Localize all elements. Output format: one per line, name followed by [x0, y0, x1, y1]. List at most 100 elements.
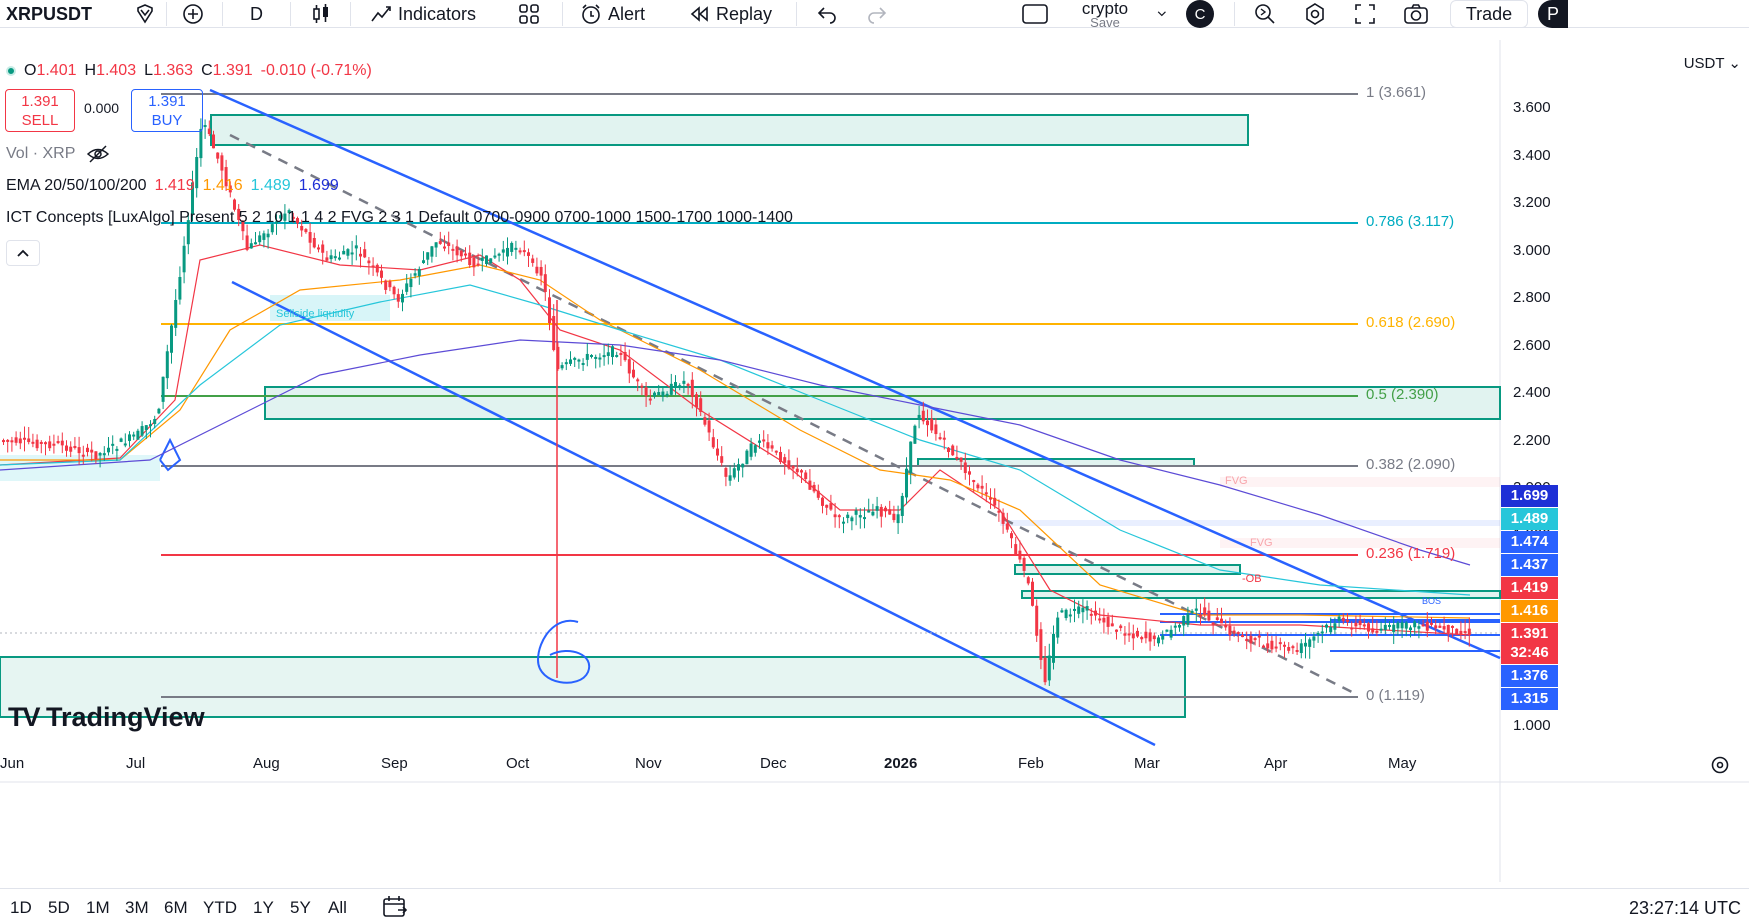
candle-body: [963, 462, 967, 474]
trade-button[interactable]: Trade: [1450, 0, 1528, 28]
collapse-legend-button[interactable]: [6, 240, 40, 266]
candle-body: [308, 232, 312, 243]
replay-button[interactable]: Replay: [688, 0, 772, 28]
candle-body: [1119, 625, 1123, 629]
auto-scale-gear-icon[interactable]: [1709, 754, 1731, 781]
candle-body: [279, 215, 283, 219]
candle-body: [522, 250, 526, 253]
candle-body: [1081, 607, 1085, 613]
candle-body: [1052, 633, 1055, 663]
quick-search-icon[interactable]: [1254, 0, 1276, 28]
layout-name-button[interactable]: crypto Save: [1068, 0, 1142, 29]
price-tick-label: 3.200: [1513, 194, 1551, 211]
candle-body: [1358, 620, 1362, 626]
candle-body: [1161, 635, 1165, 640]
indicators-button[interactable]: Indicators: [370, 0, 476, 28]
range-button-6m[interactable]: 6M: [164, 898, 188, 917]
candle-body: [1098, 618, 1102, 621]
candle-body: [942, 437, 946, 440]
candle-body: [976, 484, 980, 489]
candle-body: [447, 242, 451, 246]
range-button-5y[interactable]: 5Y: [290, 898, 311, 917]
candle-body: [661, 391, 665, 397]
ema-20-value: 1.419: [154, 177, 195, 194]
candle-body: [77, 447, 81, 454]
eye-hidden-icon[interactable]: [87, 145, 110, 163]
candle-body: [413, 273, 417, 276]
candle-body: [1253, 638, 1257, 641]
time-axis-label: Oct: [506, 755, 530, 772]
redo-icon[interactable]: [866, 0, 888, 28]
range-button-1m[interactable]: 1M: [86, 898, 110, 917]
candle-body: [354, 245, 358, 249]
range-button-ytd[interactable]: YTD: [203, 898, 237, 917]
candle-body: [1467, 628, 1471, 635]
symbol-search[interactable]: XRPUSDT: [6, 0, 92, 28]
candle-body: [745, 450, 749, 465]
candle-body: [989, 497, 992, 500]
ict-legend[interactable]: ICT Concepts [LuxAlgo] Present 5 2 10 1 …: [6, 209, 793, 226]
price-axis-label: 1.419: [1501, 577, 1558, 599]
candle-body: [560, 365, 564, 369]
candle-body: [10, 440, 14, 443]
candle-body: [707, 420, 711, 433]
chevron-down-icon[interactable]: [1156, 0, 1172, 28]
interval-button[interactable]: D: [250, 0, 263, 28]
candle-body: [804, 472, 808, 480]
publish-button[interactable]: P: [1538, 0, 1568, 28]
undo-icon[interactable]: [816, 0, 838, 28]
range-button-1d[interactable]: 1D: [10, 898, 32, 917]
candle-body: [716, 448, 719, 456]
candle-body: [119, 438, 123, 442]
settings-gear-icon[interactable]: [1304, 0, 1326, 28]
candle-body: [648, 398, 652, 401]
utc-clock[interactable]: 23:27:14 UTC: [1628, 898, 1741, 918]
camera-icon[interactable]: [1404, 0, 1428, 28]
candle-body: [980, 485, 984, 489]
price-axis-label: 1.376: [1501, 665, 1558, 687]
candle-body: [405, 283, 409, 292]
templates-icon[interactable]: [518, 0, 540, 28]
candle-body: [1417, 626, 1421, 629]
range-button-all[interactable]: All: [328, 898, 347, 917]
candle-body: [18, 438, 22, 444]
fib-level-label: 1 (3.661): [1366, 84, 1427, 101]
candle-body: [1262, 645, 1265, 648]
ema-legend[interactable]: EMA 20/50/100/200 1.419 1.416 1.489 1.69…: [6, 177, 339, 195]
range-button-5d[interactable]: 5D: [48, 898, 70, 917]
compare-plus-icon[interactable]: [182, 0, 204, 28]
candle-body: [102, 453, 106, 456]
currency-select[interactable]: USDT ⌄: [1683, 55, 1741, 72]
candle-body: [510, 242, 514, 252]
alert-button[interactable]: Alert: [580, 0, 645, 28]
candle-body: [359, 253, 362, 257]
candle-body: [312, 237, 316, 248]
layout-icon[interactable]: [1022, 0, 1048, 28]
avatar[interactable]: C: [1186, 0, 1214, 28]
candle-body: [527, 252, 530, 256]
sell-button[interactable]: 1.391 SELL: [5, 89, 75, 132]
date-range-calendar-icon[interactable]: [382, 895, 408, 924]
volume-legend[interactable]: Vol · XRP: [6, 145, 110, 163]
candle-body: [94, 451, 98, 460]
range-button-1y[interactable]: 1Y: [253, 898, 274, 917]
fvg-label-2: FVG: [1250, 537, 1273, 549]
range-button-3m[interactable]: 3M: [125, 898, 149, 917]
candle-type-icon[interactable]: [310, 0, 332, 28]
candle-body: [695, 394, 698, 408]
candle-body: [514, 247, 518, 250]
candle-body: [1186, 613, 1190, 625]
candle-body: [430, 246, 434, 257]
fvg-band-2: [1220, 538, 1500, 548]
candle-body: [485, 255, 488, 265]
buy-button[interactable]: 1.391 BUY: [131, 89, 203, 132]
fullscreen-icon[interactable]: [1354, 0, 1376, 28]
candle-body: [325, 257, 329, 261]
candle-body: [779, 451, 782, 463]
ohlc-legend: O1.401 H1.403 L1.363 C1.391 -0.010 (-0.7…: [6, 62, 372, 80]
candle-body: [1089, 613, 1093, 616]
time-axis-label: 2026: [884, 755, 918, 772]
add-symbol-icon[interactable]: [134, 0, 156, 28]
